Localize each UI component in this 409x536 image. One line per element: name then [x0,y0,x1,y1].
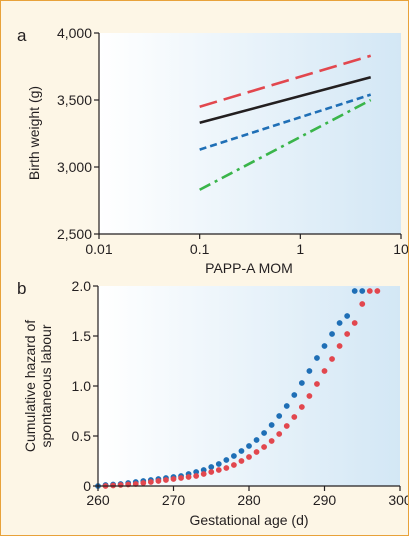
chart-b-series-2-point [359,301,366,307]
chart-b-series-2-point [223,465,230,471]
chart-b-series-2-point [140,480,147,486]
chart-a-axes: 2,500 3,000 3,500 4,000 0.01 0.1 1 10 [57,25,408,257]
chart-b-series-2-point [178,475,184,481]
chart-b-panel-label: b [17,279,26,298]
chart-a-x-axis-label: PAPP-A MOM [205,260,293,276]
chart-a-series-line-1 [199,54,372,108]
chart-a-y-axis-label: Birth weight (g) [26,86,42,180]
chart-b-series-1-point [344,313,351,319]
chart-b-y-tick-label: 0.5 [72,428,92,444]
chart-a-series [199,54,372,191]
chart-b-series-2-point [238,458,245,464]
chart-b-series-2-point [306,393,313,399]
chart-b-series-1-point [231,453,237,459]
chart-b-series-1-point [291,392,298,398]
chart-b-series-2-point [231,462,237,468]
chart-b-x-tick-label: 290 [313,492,337,508]
chart-b-series-2-point [291,414,298,420]
chart-b-series-1-point [321,343,328,349]
chart-b-series-1-point [283,403,290,409]
chart-b-series-1-point [336,320,343,326]
chart-a-y-tick-label: 3,500 [57,92,92,108]
chart-b-series-1-point [314,355,320,361]
chart-b-series-2-point [193,473,200,479]
chart-b-series-2-point [298,404,305,410]
chart-b-series-2-point [200,471,207,477]
chart-b-series-2-point [163,477,169,483]
chart-b-series-1-point [208,464,215,470]
chart-b-y-tick-label: 1.0 [72,378,92,394]
chart-a-x-tick-label: 0.01 [85,241,112,257]
chart-a-series-line-2 [199,75,372,125]
chart-b-y-tick-label: 0 [83,478,91,494]
chart-a-series-line-4 [199,98,372,191]
chart-b-plot-area [98,286,400,486]
chart-b-x-axis-label: Gestational age (d) [189,512,308,528]
chart-b-series-2-point [246,454,252,460]
chart-b-x-tick-label: 270 [162,492,186,508]
chart-b-y-axis-label-line-1: Cumulative hazard of [22,320,38,452]
chart-a-x-tick-label: 10 [393,241,408,257]
chart-b-series-1-point [329,331,335,337]
chart-b-series-2-point [170,476,177,482]
chart-b-y-axis-label-line-2: spontaneous labour [38,324,54,447]
chart-b-series-2-point [268,438,275,444]
chart-b-series-2-point [366,288,373,294]
chart-b-axes: 0 0.5 1.0 1.5 2.0 260 270 280 290 300 [72,278,408,508]
chart-b-series-1-point [215,461,222,467]
chart-b-series-1-point [261,430,267,436]
chart-b-series-1-point [298,380,305,386]
chart-a-plot-area [99,33,401,234]
chart-a-y-tick-label: 2,500 [57,226,92,242]
chart-b-series-1-point [276,413,283,419]
chart-b-series-1-point [200,467,207,473]
chart-b-series-2-point [276,431,283,437]
chart-b-series-2-point [314,381,320,387]
chart-b-series-1-point [306,368,313,374]
chart-b-series-1-point [246,443,252,449]
chart-b-x-tick-label: 300 [388,492,408,508]
chart-b-series-1-point [253,437,260,443]
chart-b-series [95,288,381,489]
chart-b-series-2-point [336,343,343,349]
chart-b-series-2-point [208,469,215,475]
chart-b-series-1-point [351,288,358,294]
chart-b-series-2-point [117,482,124,488]
chart-b-series-2-point [155,478,162,484]
chart-b-series-1-point [223,457,230,463]
chart-b-series-1-point [238,448,245,454]
chart-a: a Birth weight (g) PAPP-A MOM 2,500 3,000… [17,25,408,276]
chart-b-series-2-point [147,479,154,485]
chart-a-y-tick-label: 4,000 [57,25,92,41]
chart-b-x-tick-label: 260 [86,492,110,508]
chart-b-y-tick-label: 1.5 [72,328,92,344]
chart-b: b Cumulative hazard of spontaneous labou… [17,278,408,528]
chart-b-series-2-point [253,449,260,455]
chart-a-y-tick-label: 3,000 [57,159,92,175]
chart-b-series-1-point [193,469,200,475]
chart-b-series-2-point [283,423,290,429]
chart-a-x-tick-label: 0.1 [190,241,210,257]
chart-a-series-line-3 [199,93,372,151]
chart-b-series-2-point [261,444,267,450]
chart-a-x-tick-label: 1 [296,241,304,257]
chart-b-series-2-point [185,474,192,480]
chart-b-series-2-point [321,368,328,374]
chart-b-series-1-point [268,422,275,428]
chart-b-y-tick-label: 2.0 [72,278,92,294]
chart-b-series-2-point [344,331,351,337]
chart-b-series-2-point [215,467,222,473]
chart-a-panel-label: a [17,26,27,45]
chart-b-series-2-point [351,320,358,326]
chart-b-series-2-point [329,356,335,362]
chart-b-series-1-point [359,288,366,294]
chart-b-series-2-point [374,288,381,294]
chart-b-x-tick-label: 280 [237,492,261,508]
